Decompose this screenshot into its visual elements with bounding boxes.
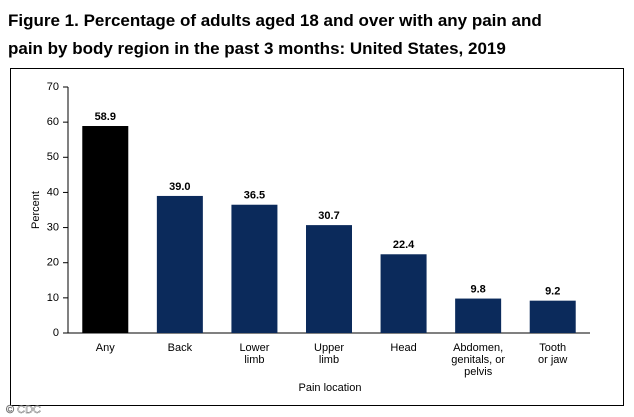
value-label: 9.8 [470,283,485,295]
bar [529,300,576,333]
x-tick-label: Upper [314,342,344,354]
x-tick-label: limb [244,354,264,366]
bar [455,298,502,333]
x-tick-label: Abdomen, [453,342,503,354]
bar [82,126,129,333]
x-axis-label: Pain location [299,382,362,394]
x-tick-label: Back [168,342,193,354]
y-tick-label: 40 [47,186,59,198]
bar [380,254,427,333]
x-tick-label: genitals, or [451,354,505,366]
value-label: 58.9 [95,111,116,123]
x-tick-label: Tooth [539,342,566,354]
x-tick-label: or jaw [538,354,567,366]
x-tick-label: Head [390,342,416,354]
value-label: 36.5 [244,190,265,202]
value-label: 30.7 [318,210,339,222]
chart-title: Figure 1. Percentage of adults aged 18 a… [8,11,542,30]
value-label: 9.2 [545,286,560,298]
y-tick-label: 50 [47,151,59,163]
x-tick-label: pelvis [464,366,493,378]
watermark: © CDC [6,404,41,416]
y-tick-label: 10 [47,292,59,304]
y-tick-label: 70 [47,81,59,93]
x-tick-label: Lower [239,342,269,354]
y-tick-label: 30 [47,221,59,233]
y-axis-label: Percent [30,191,42,229]
y-tick-label: 20 [47,257,59,269]
x-tick-label: Any [96,342,115,354]
bar [231,204,278,333]
chart-title: pain by body region in the past 3 months… [8,39,506,58]
x-tick-label: limb [319,354,339,366]
bar [156,195,203,333]
value-label: 22.4 [393,239,415,251]
bar [306,225,352,333]
y-tick-label: 60 [47,116,59,128]
value-label: 39.0 [169,181,190,193]
y-tick-label: 0 [53,327,59,339]
chart-frame [10,68,624,406]
